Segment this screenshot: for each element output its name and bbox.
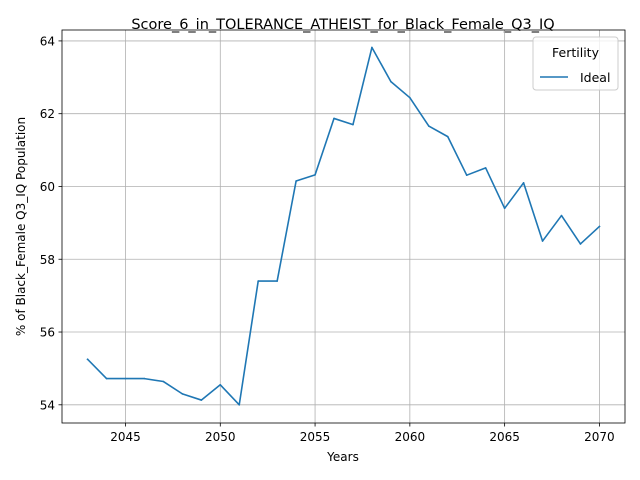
x-tick-label: 2045 — [110, 430, 141, 444]
x-tick-label: 2070 — [584, 430, 615, 444]
data-point — [105, 377, 108, 380]
y-tick-label: 62 — [40, 107, 55, 121]
grid-lines — [62, 30, 625, 423]
data-point — [276, 280, 278, 282]
data-point — [333, 117, 335, 120]
y-tick-label: 56 — [40, 326, 55, 340]
x-tick-label: 2065 — [489, 430, 520, 444]
y-tick-label: 54 — [40, 398, 55, 412]
data-point — [181, 393, 184, 395]
data-point — [390, 80, 392, 83]
chart-title: Score_6_in_TOLERANCE_ATHEIST_for_Black_F… — [131, 17, 554, 33]
data-point — [219, 383, 222, 386]
data-point — [522, 182, 525, 184]
x-tick-label: 2050 — [205, 430, 236, 444]
legend-title: Fertility — [552, 45, 600, 60]
data-point — [124, 377, 127, 380]
legend: Fertility Ideal — [532, 36, 619, 91]
series-lines — [86, 46, 601, 406]
data-point — [257, 280, 259, 282]
data-point — [484, 167, 487, 169]
data-point — [428, 125, 430, 127]
data-point — [352, 123, 354, 126]
data-point — [162, 380, 165, 383]
plot-area-frame — [61, 29, 626, 424]
data-point — [541, 240, 544, 242]
legend-label-ideal: Ideal — [580, 70, 610, 85]
data-point — [598, 225, 601, 228]
data-point — [579, 243, 582, 245]
x-tick-label: 2060 — [395, 430, 426, 444]
y-tick-label: 60 — [40, 180, 55, 194]
data-point — [314, 174, 316, 176]
y-tick-label: 64 — [40, 34, 55, 48]
data-point — [409, 96, 411, 99]
series-line-ideal — [86, 46, 601, 406]
data-point — [143, 377, 146, 380]
data-point — [446, 135, 449, 138]
x-axis-label: Years — [326, 450, 359, 464]
y-axis-label: % of Black_Female Q3_IQ Population — [14, 117, 28, 336]
data-point — [371, 46, 373, 49]
data-point — [200, 399, 203, 401]
axis-ticks: 2045 2050 2055 2060 2065 2070 54 56 58 60 62 64 — [40, 34, 615, 444]
data-point — [86, 358, 89, 361]
data-point — [503, 207, 506, 210]
x-tick-label: 2055 — [300, 430, 331, 444]
data-point — [465, 174, 468, 176]
data-point — [295, 180, 297, 182]
y-tick-label: 58 — [40, 253, 55, 267]
data-point — [238, 404, 241, 406]
data-point — [560, 214, 563, 217]
